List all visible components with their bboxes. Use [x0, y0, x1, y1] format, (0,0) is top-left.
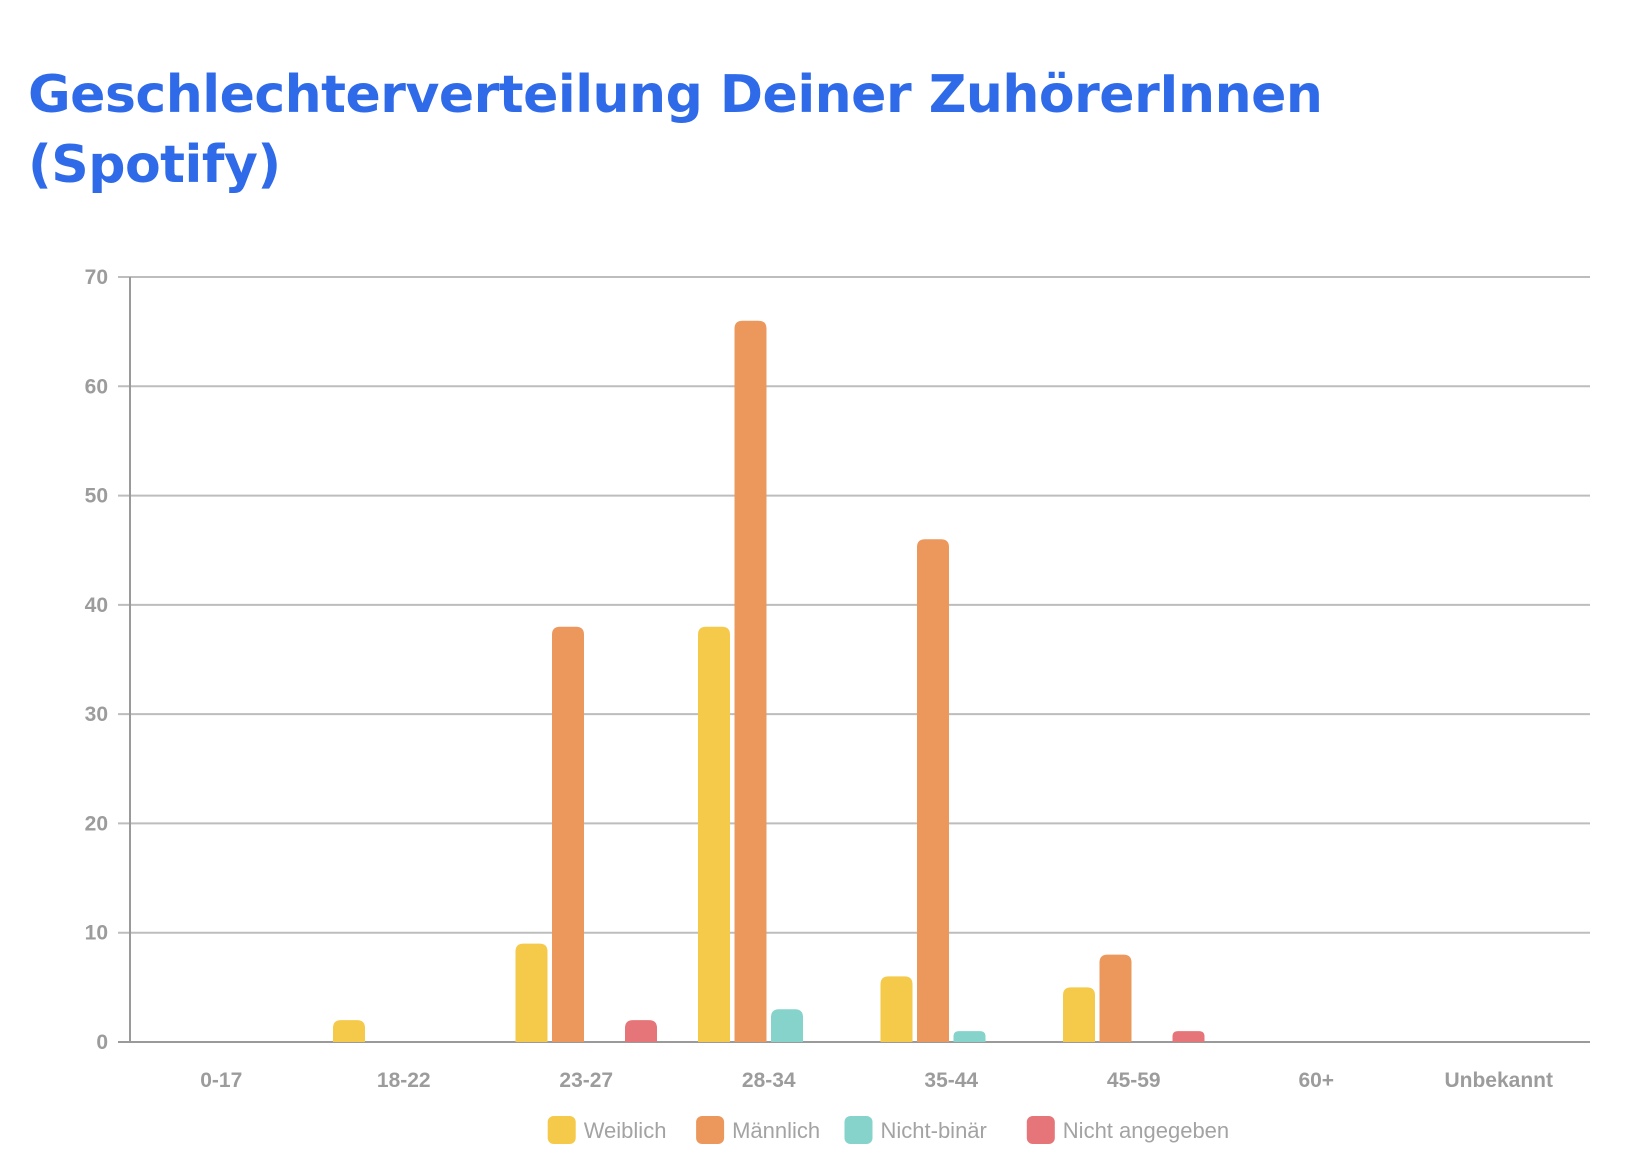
bar — [771, 1009, 803, 1042]
x-tick-label: 28-34 — [742, 1069, 796, 1092]
legend-swatch — [696, 1116, 725, 1144]
legend-swatch — [1026, 1116, 1055, 1144]
bar — [552, 626, 584, 1042]
legend: Weiblich Männlich Nicht-binär Nicht angegeb… — [547, 1116, 1229, 1144]
bar — [734, 320, 767, 1042]
bar — [880, 976, 913, 1042]
y-tick-label: 70 — [85, 266, 108, 289]
legend-item: Nicht-binär — [844, 1116, 987, 1144]
legend-item: Nicht angegeben — [1026, 1116, 1229, 1144]
bar — [1172, 1031, 1205, 1042]
legend-label: Weiblich — [584, 1118, 667, 1143]
x-tick-label: 0-17 — [200, 1069, 242, 1092]
bar — [625, 1020, 657, 1042]
x-tick-label: 35-44 — [924, 1069, 978, 1092]
legend-item: Männlich — [696, 1116, 820, 1144]
bar — [1063, 987, 1095, 1042]
bar — [515, 943, 548, 1042]
chart-title: Geschlechterverteilung Deiner ZuhörerInn… — [28, 65, 1323, 195]
y-tick-label: 0 — [96, 1031, 108, 1054]
bar — [698, 626, 730, 1042]
gridlines — [118, 276, 1590, 1043]
bars — [333, 320, 1205, 1042]
y-tick-label: 10 — [85, 922, 108, 945]
legend-swatch — [547, 1116, 576, 1144]
bar — [1099, 954, 1132, 1042]
x-tick-label: 18-22 — [377, 1069, 431, 1092]
x-tick-label: 60+ — [1298, 1069, 1334, 1092]
x-tick-label: 45-59 — [1107, 1069, 1161, 1092]
legend-label: Männlich — [732, 1118, 820, 1143]
x-axis: 0-17 18-22 23-27 28-34 35-44 45-59 60+ Unbekann… — [200, 1069, 1553, 1092]
legend-item: Weiblich — [547, 1116, 667, 1144]
bar — [953, 1031, 986, 1042]
y-tick-label: 50 — [85, 485, 108, 508]
legend-label: Nicht angegeben — [1063, 1118, 1229, 1143]
bar — [333, 1020, 365, 1042]
bar — [917, 539, 949, 1042]
x-tick-label: Unbekannt — [1444, 1069, 1553, 1092]
y-axis: 0 10 20 30 40 50 60 70 — [85, 266, 131, 1054]
y-tick-label: 30 — [85, 703, 108, 726]
x-tick-label: 23-27 — [559, 1069, 613, 1092]
y-tick-label: 60 — [85, 375, 108, 398]
legend-label: Nicht-binär — [881, 1118, 987, 1143]
y-tick-label: 20 — [85, 812, 108, 835]
legend-swatch — [844, 1116, 873, 1144]
y-tick-label: 40 — [85, 594, 108, 617]
